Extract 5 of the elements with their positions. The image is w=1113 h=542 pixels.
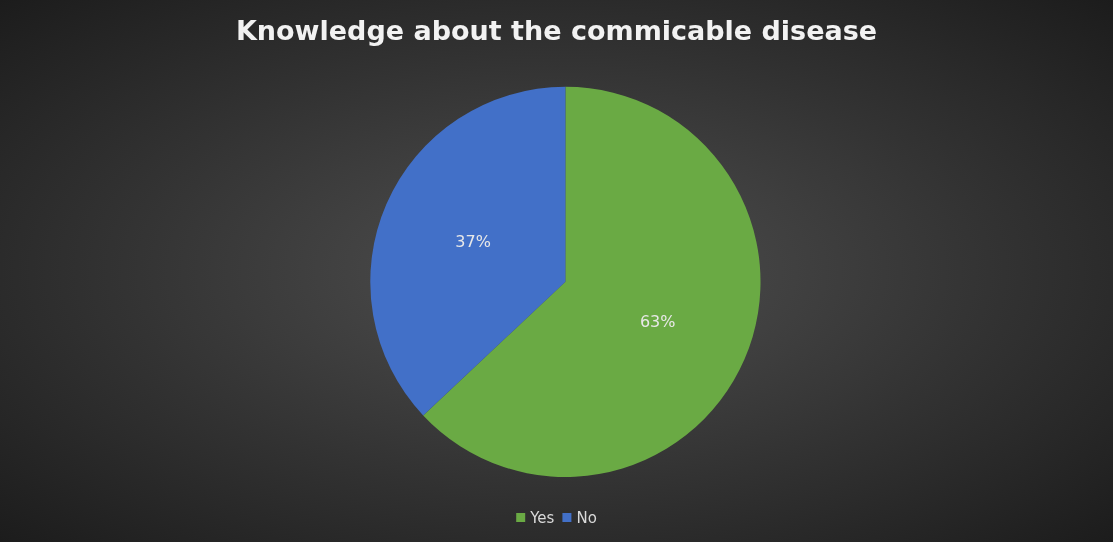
legend-label: No: [576, 508, 597, 527]
data-label: 37%: [455, 232, 491, 252]
data-label: 63%: [639, 312, 676, 332]
legend-label: Yes: [529, 508, 555, 527]
chart-title: Knowledge about the commicable disease: [235, 15, 878, 46]
